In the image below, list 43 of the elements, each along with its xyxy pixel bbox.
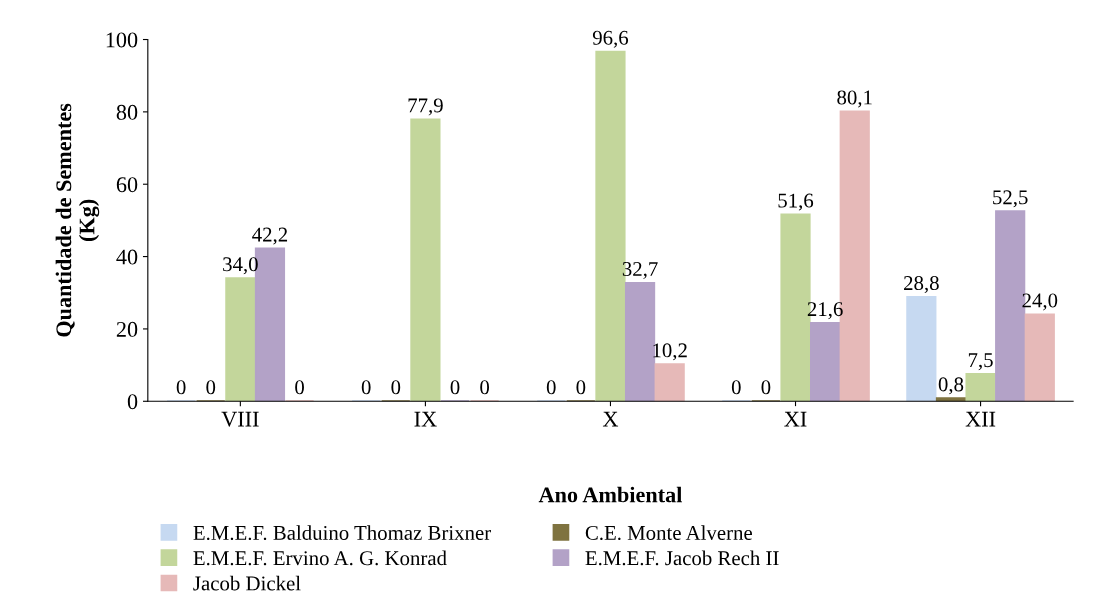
x-tick-label: XI	[784, 411, 807, 427]
data-label: 52,5	[993, 190, 1028, 208]
legend-label: Jacob Dickel	[193, 575, 301, 591]
data-label: 0	[576, 380, 586, 395]
data-label: 32,7	[622, 261, 658, 279]
y-tick-label: 0	[127, 394, 138, 410]
y-tick-label: 40	[116, 249, 138, 265]
data-label: 0	[731, 380, 741, 395]
data-label: 24,0	[1022, 293, 1058, 311]
data-label: 0	[361, 380, 371, 395]
data-label: 0	[480, 380, 490, 395]
data-label: 34,0	[223, 257, 258, 275]
data-label: 21,6	[807, 302, 843, 320]
data-label: 0	[295, 380, 304, 395]
data-label: 0	[391, 380, 401, 395]
legend-label: E.M.E.F. Jacob Rech II	[585, 550, 779, 566]
data-label: 77,9	[408, 98, 443, 116]
x-tick-label: X	[602, 411, 619, 427]
data-label: 28,8	[904, 276, 939, 294]
data-label: 0	[450, 380, 460, 395]
data-label: 0	[176, 380, 186, 395]
y-tick-label: 100	[106, 32, 138, 48]
data-label: 0	[206, 380, 216, 395]
data-label: 7,5	[968, 353, 993, 371]
x-tick-label: XII	[965, 411, 996, 427]
x-tick-label: VIII	[221, 411, 259, 427]
legend-label: E.M.E.F. Balduino Thomaz Brixner	[193, 525, 491, 541]
data-label: 10,2	[653, 343, 687, 361]
x-tick-label: IX	[414, 411, 437, 427]
x-axis-title: Ano Ambiental	[538, 486, 683, 503]
y-tick-label: 80	[116, 104, 138, 120]
data-label: 96,6	[592, 30, 629, 48]
data-label: 80,1	[837, 90, 872, 108]
data-label: 0,8	[938, 377, 964, 395]
legend-label: C.E. Monte Alverne	[585, 525, 752, 541]
data-label: 0	[546, 380, 556, 395]
legend-label: E.M.E.F. Ervino A. G. Konrad	[193, 550, 447, 566]
data-label: 42,2	[252, 227, 288, 245]
y-axis-title: Quantidade de Sementes (Kg)	[55, 103, 100, 337]
data-label: 0	[761, 380, 771, 395]
y-tick-label: 20	[116, 321, 138, 337]
data-label: 51,6	[778, 193, 814, 211]
y-tick-label: 60	[116, 177, 138, 193]
